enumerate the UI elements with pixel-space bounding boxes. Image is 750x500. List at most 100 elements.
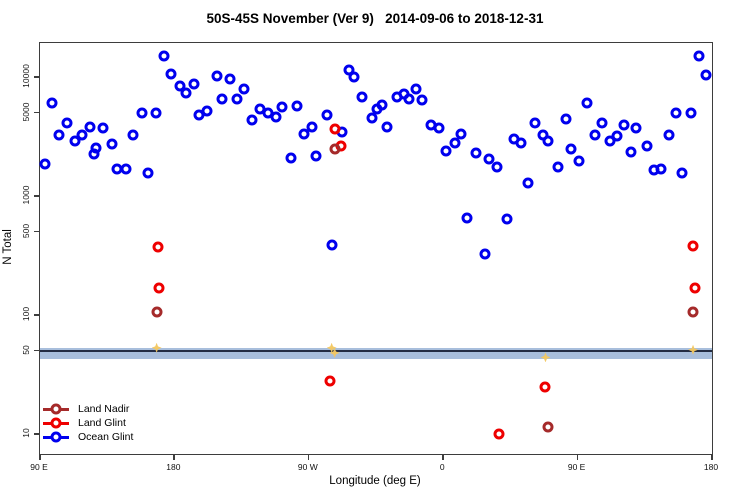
ocean-glint-point — [306, 121, 318, 133]
ocean-glint-point — [298, 128, 310, 140]
ocean-glint-point — [356, 91, 368, 103]
ocean-glint-point — [565, 143, 577, 155]
y-tick-mark — [34, 314, 39, 316]
x-tick-label: 180 — [703, 462, 719, 472]
y-tick-mark — [34, 76, 39, 78]
ocean-glint-point — [53, 129, 65, 141]
ocean-glint-circle-icon — [50, 431, 62, 443]
land-nadir-point — [151, 306, 163, 318]
ocean-glint-point — [440, 145, 452, 157]
land-nadir-point — [329, 143, 341, 155]
ocean-glint-point — [193, 109, 205, 121]
ocean-glint-point — [310, 150, 322, 162]
flagged-near-threshold-point — [540, 352, 551, 363]
x-tick-mark — [39, 454, 41, 460]
chart-title: 50S-45S November (Ver 9) 2014-09-06 to 2… — [206, 11, 544, 26]
ocean-glint-point — [433, 122, 445, 134]
y-tick-mark — [34, 111, 39, 114]
ocean-glint-point — [410, 83, 422, 95]
ocean-glint-point — [693, 50, 705, 62]
ocean-glint-point — [376, 99, 388, 111]
ocean-glint-point — [150, 107, 162, 119]
ocean-glint-point — [501, 213, 513, 225]
ocean-glint-point — [676, 167, 688, 179]
ocean-glint-point — [581, 97, 593, 109]
ocean-glint-point — [61, 117, 73, 129]
land-nadir-point — [542, 421, 554, 433]
land-glint-point — [687, 240, 699, 252]
ocean-glint-point — [165, 68, 177, 80]
y-tick-label: 5000 — [21, 102, 31, 122]
ocean-glint-point — [216, 93, 228, 105]
ocean-glint-point — [515, 137, 527, 149]
ocean-glint-point — [670, 107, 682, 119]
ocean-glint-point — [596, 117, 608, 129]
y-tick-label: 50 — [21, 345, 31, 355]
land-glint-point — [153, 282, 165, 294]
flagged-near-threshold-point — [326, 342, 337, 353]
ocean-glint-point — [97, 122, 109, 134]
x-tick-label: 0 — [439, 462, 445, 472]
land-glint-point — [152, 241, 164, 253]
ocean-glint-point — [291, 100, 303, 112]
ocean-glint-point — [618, 119, 630, 131]
flagged-near-threshold-point — [688, 344, 699, 355]
ocean-glint-point — [238, 83, 250, 95]
ocean-glint-point — [276, 101, 288, 113]
land-nadir-circle-icon — [50, 403, 62, 415]
ocean-glint-point — [46, 97, 58, 109]
x-tick-mark — [711, 454, 713, 460]
land-glint-point — [539, 381, 551, 393]
land-nadir-point — [687, 306, 699, 318]
legend-label: Land Glint — [78, 417, 126, 429]
ocean-glint-point — [381, 121, 393, 133]
x-tick-mark — [173, 454, 175, 460]
y-tick-mark — [34, 433, 39, 435]
ocean-glint-point — [106, 138, 118, 150]
legend-label: Ocean Glint — [78, 431, 134, 443]
y-tick-label: 10 — [21, 428, 31, 438]
ocean-glint-point — [663, 129, 675, 141]
ocean-glint-point — [542, 135, 554, 147]
land-glint-circle-icon — [50, 417, 62, 429]
ocean-glint-point — [589, 129, 601, 141]
land-glint-line-swatch — [43, 417, 69, 429]
ocean-glint-point — [76, 129, 88, 141]
ocean-glint-point — [270, 111, 282, 123]
ocean-glint-point — [285, 152, 297, 164]
y-tick-mark — [34, 230, 39, 233]
ocean-glint-point — [403, 93, 415, 105]
x-tick-label: 180 — [166, 462, 181, 472]
threshold-band — [40, 347, 712, 360]
ocean-glint-point — [39, 158, 51, 170]
ocean-glint-point — [246, 114, 258, 126]
ocean-glint-point — [142, 167, 154, 179]
land-nadir-line-swatch — [43, 403, 69, 415]
ocean-glint-point — [69, 135, 81, 147]
y-tick-mark — [34, 349, 39, 352]
legend-label: Land Nadir — [78, 403, 130, 415]
legend: Land Nadir Land Glint Ocean Glint — [43, 402, 133, 444]
ocean-glint-point — [560, 113, 571, 125]
y-tick-mark — [34, 195, 39, 197]
y-axis-label: N Total — [2, 229, 14, 265]
ocean-glint-point — [483, 153, 495, 165]
ocean-glint-point — [630, 122, 642, 134]
x-axis-label: Longitude (deg E) — [329, 475, 421, 487]
x-tick-label: 90 W — [297, 462, 318, 472]
y-tick-label: 100 — [21, 306, 31, 322]
y-tick-label: 10000 — [21, 64, 31, 88]
ocean-glint-point — [174, 80, 186, 92]
ocean-glint-point — [366, 112, 378, 124]
y-tick-label: 1000 — [21, 185, 31, 205]
ocean-glint-point — [136, 107, 148, 119]
ocean-glint-point — [529, 117, 541, 129]
land-glint-point — [324, 375, 336, 387]
x-tick-label: 90 E — [30, 462, 48, 472]
legend-item-land-glint: Land Glint — [43, 416, 133, 430]
ocean-glint-point — [211, 70, 222, 82]
ocean-glint-point — [641, 140, 653, 152]
ocean-glint-point — [604, 135, 616, 147]
ocean-glint-point — [449, 137, 461, 149]
ocean-glint-point — [573, 155, 585, 167]
